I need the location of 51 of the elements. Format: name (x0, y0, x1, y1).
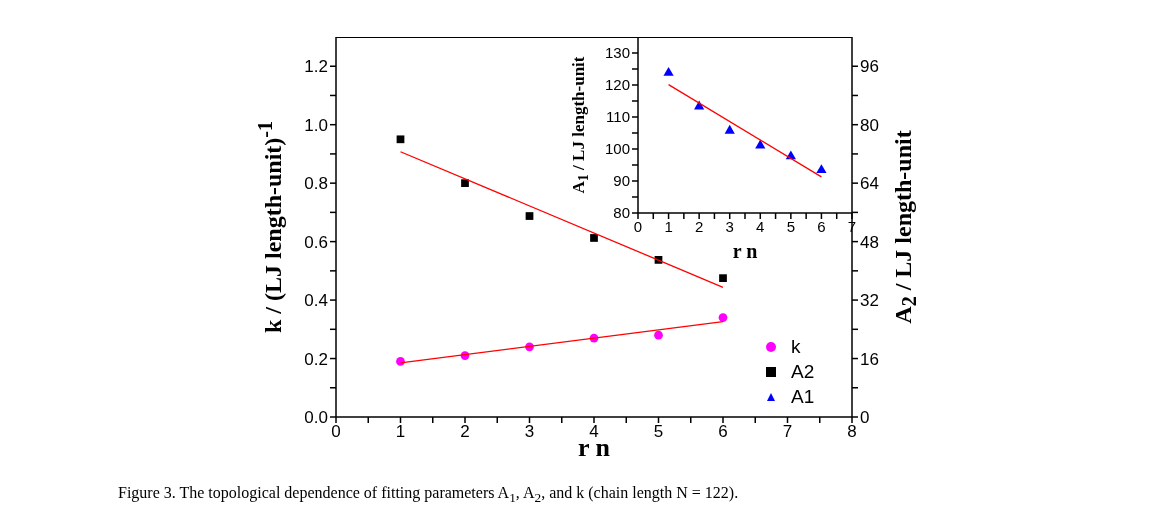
point (718, 313, 728, 322)
x-tick-label: 5 (653, 422, 664, 442)
legend-label: A1 (791, 385, 815, 408)
x-tick-label: 2 (460, 422, 470, 442)
point (816, 164, 827, 174)
point (396, 135, 405, 144)
y-tick-label: 1.0 (304, 115, 328, 135)
y-tick-label: 0.8 (304, 174, 328, 194)
y2-tick-label: 16 (860, 349, 879, 369)
point (654, 330, 663, 340)
point (396, 357, 405, 366)
x-tick-label: 1 (664, 217, 673, 235)
y-tick-label: 0.2 (304, 349, 328, 369)
y-tick-label: 100 (604, 140, 630, 158)
y-tick-label: 0.0 (304, 408, 328, 428)
y2-tick-label: 0 (860, 408, 870, 428)
point (663, 66, 674, 76)
y-tick-label: 0.4 (304, 291, 328, 311)
x-tick-label: 7 (782, 422, 793, 442)
y2-tick-label: 64 (860, 174, 879, 194)
caption: Figure 3. The topological dependence of fitting parameters A$_{1}$, A$_{2}$, and k (chain length N = 122). (118, 484, 739, 507)
y-tick-label: 90 (613, 172, 630, 190)
y-tick-label: 1.2 (304, 57, 328, 77)
x-tick-label: 2 (694, 217, 704, 235)
x-tick-label: 4 (756, 217, 765, 235)
x-tick-label: 5 (786, 217, 796, 235)
point (724, 124, 735, 134)
y-tick-label: 120 (604, 76, 630, 94)
y-tick-label: 110 (606, 108, 630, 126)
x-tick-label: 6 (718, 422, 728, 442)
y-tick-label: 130 (604, 44, 630, 62)
y-tick-label: 0.6 (304, 232, 328, 252)
y2-tick-label: 32 (860, 291, 879, 311)
point (590, 234, 598, 242)
x-axis-title: r n (732, 240, 758, 262)
legend-label: A2 (791, 360, 815, 383)
point (719, 274, 727, 283)
x-tick-label: 6 (817, 217, 826, 235)
point (525, 212, 534, 220)
x-tick-label: 3 (725, 217, 734, 235)
x-tick-label: 0 (331, 422, 341, 442)
point (461, 179, 469, 188)
x-tick-label: 3 (524, 422, 535, 442)
y2-tick-label: 80 (860, 115, 879, 135)
legend-label: k (791, 335, 801, 358)
x-tick-label: 1 (395, 422, 406, 442)
y2-tick-label: 48 (860, 232, 879, 252)
y2-tick-label: 96 (860, 57, 879, 77)
x-tick-label: 0 (633, 217, 643, 235)
y-tick-label: 80 (613, 204, 630, 222)
x-tick-label: 8 (847, 422, 857, 442)
